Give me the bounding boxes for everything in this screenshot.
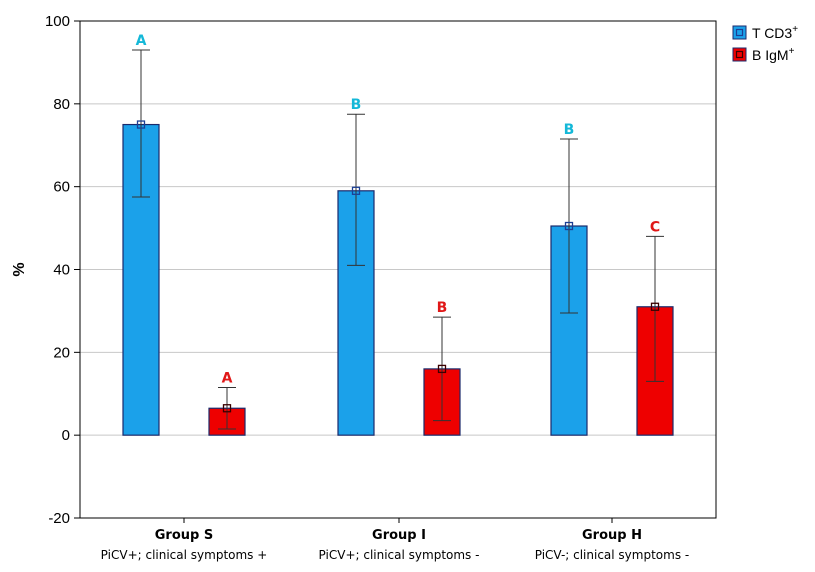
mean-marker [351, 186, 361, 195]
legend-label: B IgM+ [752, 46, 795, 63]
significance-letter: B [437, 300, 448, 316]
legend-label-superscript: + [792, 24, 798, 35]
legend-marker [735, 28, 744, 37]
category-sublabel: PiCV-; clinical symptoms - [535, 548, 689, 562]
y-axis-label: % [11, 262, 28, 276]
mean-marker [650, 302, 660, 311]
legend-swatch [732, 25, 747, 40]
significance-letter: C [650, 219, 660, 235]
legend-label-superscript: + [789, 46, 795, 57]
y-tick-label: 80 [53, 96, 70, 113]
legend-item[interactable]: B IgM+ [732, 46, 795, 63]
mean-marker [437, 364, 447, 374]
legend-label-text: T CD3 [752, 25, 792, 41]
category-label: Group H [582, 528, 642, 543]
y-tick-label: 20 [53, 344, 70, 361]
x-axis-labels: Group S PiCV+; clinical symptoms + Group I… [101, 518, 689, 562]
significance-letter: B [351, 97, 362, 113]
y-tick-label: -20 [48, 510, 70, 527]
legend[interactable]: T CD3+B IgM+ [732, 24, 798, 63]
legend-label: T CD3+ [752, 24, 798, 41]
mean-marker [222, 404, 232, 413]
y-tick-label: 0 [62, 427, 70, 444]
y-tick-label: 100 [45, 13, 70, 30]
category-sublabel: PiCV+; clinical symptoms + [101, 548, 268, 562]
category-label: Group S [155, 528, 213, 543]
legend-label-text: B IgM [752, 47, 789, 63]
mean-marker [564, 221, 574, 231]
legend-swatch [732, 47, 747, 62]
bars-layer: A B B A B C [122, 33, 674, 436]
legend-item[interactable]: T CD3+ [732, 24, 798, 41]
legend-marker [735, 50, 744, 59]
y-tick-label: 60 [53, 179, 70, 196]
category-sublabel: PiCV+; clinical symptoms - [319, 548, 480, 562]
mean-marker [136, 120, 146, 129]
grid-lines [80, 103, 716, 436]
significance-letter: B [564, 122, 575, 138]
y-axis-ticks: -20 0 20 40 60 80 100 [45, 13, 80, 527]
category-label: Group I [372, 528, 426, 543]
y-tick-label: 40 [53, 262, 70, 279]
significance-letter: A [136, 33, 147, 49]
significance-letter: A [222, 371, 233, 387]
